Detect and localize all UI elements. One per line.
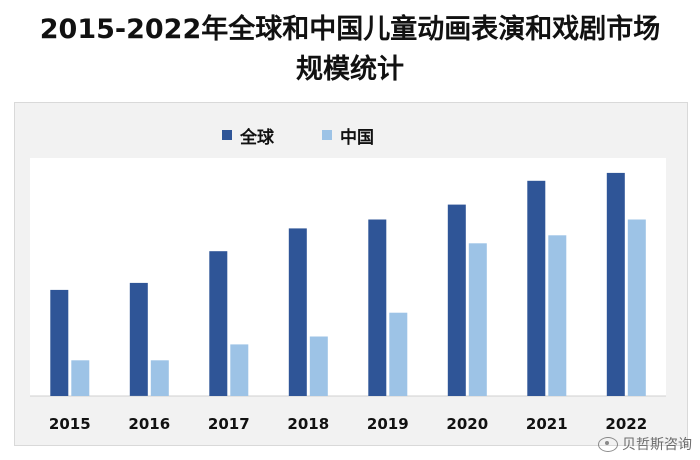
watermark: 贝哲斯咨询 bbox=[598, 434, 692, 454]
legend-label-global: 全球 bbox=[240, 127, 274, 148]
x-tick-label-2015: 2015 bbox=[49, 415, 91, 433]
bar-china-2021 bbox=[548, 235, 567, 396]
bar-global-2016 bbox=[129, 282, 148, 396]
bar-global-2018 bbox=[288, 228, 307, 396]
legend-swatch-global bbox=[222, 130, 232, 140]
bar-global-2021 bbox=[527, 180, 546, 396]
x-tick-label-2021: 2021 bbox=[526, 415, 568, 433]
x-tick-label-2022: 2022 bbox=[605, 415, 647, 433]
chart-title-line-2: 规模统计 bbox=[296, 54, 404, 85]
bar-china-2015 bbox=[71, 360, 90, 396]
chart-title-line-1: 2015-2022年全球和中国儿童动画表演和戏剧市场 bbox=[39, 14, 661, 45]
legend-swatch-china bbox=[322, 130, 332, 140]
bar-global-2022 bbox=[606, 172, 625, 396]
legend-item-global: 全球 bbox=[222, 123, 274, 148]
x-tick-label-2018: 2018 bbox=[287, 415, 329, 433]
x-tick-label-2019: 2019 bbox=[367, 415, 409, 433]
x-tick-label-2020: 2020 bbox=[446, 415, 488, 433]
watermark-text: 贝哲斯咨询 bbox=[622, 437, 692, 453]
bar-china-2020 bbox=[468, 243, 487, 396]
bar-global-2020 bbox=[447, 204, 466, 396]
legend: 全球 中国 bbox=[222, 123, 374, 148]
bar-global-2015 bbox=[50, 289, 69, 396]
bar-china-2022 bbox=[627, 219, 646, 396]
bar-china-2016 bbox=[150, 360, 169, 396]
x-tick-label-2016: 2016 bbox=[128, 415, 170, 433]
legend-item-china: 中国 bbox=[322, 123, 374, 148]
bar-china-2017 bbox=[230, 344, 249, 396]
bar-china-2019 bbox=[389, 312, 408, 396]
bar-global-2017 bbox=[209, 251, 228, 396]
chart-title: 2015-2022年全球和中国儿童动画表演和戏剧市场 规模统计 bbox=[0, 10, 700, 90]
x-tick-label-2017: 2017 bbox=[208, 415, 250, 433]
bar-global-2019 bbox=[368, 219, 387, 396]
legend-label-china: 中国 bbox=[340, 127, 374, 148]
weibo-icon bbox=[598, 436, 618, 452]
bar-china-2018 bbox=[309, 336, 328, 396]
